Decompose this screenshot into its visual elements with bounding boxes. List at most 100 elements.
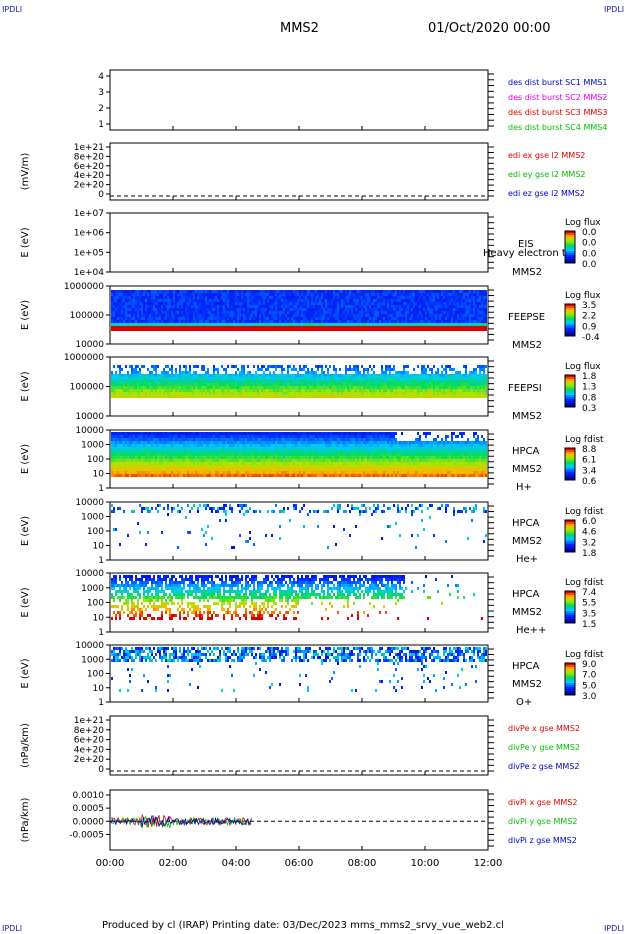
heat-cell — [207, 317, 209, 320]
heat-cell — [173, 474, 175, 477]
heat-cell — [329, 323, 331, 326]
heat-cell — [179, 320, 181, 323]
heat-cell — [467, 389, 469, 392]
heat-cell — [479, 383, 481, 386]
heat-cell — [455, 326, 457, 331]
heat-cell — [159, 450, 161, 453]
heat-cell — [311, 395, 313, 398]
heat-cell — [123, 308, 125, 311]
heat-cell — [211, 323, 213, 326]
heat-cell — [473, 290, 475, 293]
heat-cell — [121, 302, 123, 305]
heat-cell — [255, 380, 257, 383]
heat-cell — [471, 311, 473, 314]
heat-cell — [147, 432, 149, 435]
heat-cell — [281, 395, 283, 398]
heat-cell — [147, 435, 149, 438]
heat-cell — [229, 302, 231, 305]
heat-cell — [165, 320, 167, 323]
heat-cell — [235, 365, 237, 368]
heat-cell — [259, 308, 261, 311]
heat-cell — [273, 311, 275, 314]
heat-cell — [237, 290, 239, 293]
heat-cell — [409, 305, 411, 308]
heat-cell — [483, 323, 485, 326]
heat-cell — [295, 293, 297, 296]
heat-cell — [465, 320, 467, 323]
heat-cell — [481, 368, 483, 371]
heat-cell — [175, 326, 177, 331]
heat-cell — [169, 326, 171, 331]
heat-cell — [113, 435, 115, 438]
heat-cell — [413, 314, 415, 317]
heat-cell — [225, 305, 227, 308]
heat-cell — [167, 365, 169, 368]
heat-cell — [337, 311, 339, 314]
heat-cell — [371, 290, 373, 293]
heat-cell — [231, 305, 233, 308]
heat-cell — [239, 320, 241, 323]
heat-cell — [427, 383, 429, 386]
heat-cell — [323, 308, 325, 311]
heat-cell — [351, 314, 353, 317]
heat-cell — [431, 320, 433, 323]
heat-cell — [185, 323, 187, 326]
heat-cell — [323, 320, 325, 323]
heat-cell — [243, 308, 245, 311]
heat-cell — [275, 305, 277, 308]
heat-cell — [381, 305, 383, 308]
heat-cell — [167, 447, 169, 450]
heat-cell — [265, 296, 267, 299]
heat-cell — [441, 389, 443, 392]
heat-cell — [479, 317, 481, 320]
heat-cell — [479, 320, 481, 323]
heat-cell — [251, 380, 253, 383]
heat-cell — [391, 311, 393, 314]
heat-cell — [203, 320, 205, 323]
heat-cell — [181, 447, 183, 450]
heat-cell — [299, 290, 301, 293]
heat-cell — [135, 474, 137, 477]
heat-cell — [175, 320, 177, 323]
heat-cell — [415, 317, 417, 320]
heat-cell — [197, 290, 199, 293]
heat-cell — [189, 323, 191, 326]
heat-cell — [273, 374, 275, 377]
heat-cell — [477, 299, 479, 302]
heat-cell — [277, 326, 279, 331]
heat-cell — [319, 386, 321, 389]
heat-cell — [387, 308, 389, 311]
heat-cell — [413, 389, 415, 392]
heat-cell — [115, 314, 117, 317]
heat-cell — [455, 323, 457, 326]
heat-cell — [273, 395, 275, 398]
heat-cell — [129, 438, 131, 441]
heat-cell — [369, 308, 371, 311]
heat-cell — [143, 450, 145, 453]
heat-cell — [219, 326, 221, 331]
heat-cell — [119, 374, 121, 377]
heat-cell — [189, 320, 191, 323]
heat-cell — [117, 450, 119, 453]
heat-cell — [359, 302, 361, 305]
heat-cell — [189, 383, 191, 386]
heat-cell — [335, 392, 337, 395]
heat-cell — [221, 380, 223, 383]
heat-cell — [123, 299, 125, 302]
heat-cell — [131, 471, 133, 474]
heat-cell — [267, 365, 269, 368]
heat-cell — [177, 314, 179, 317]
heat-cell — [385, 293, 387, 296]
heat-cell — [263, 317, 265, 320]
heat-cell — [453, 296, 455, 299]
heat-cell — [479, 296, 481, 299]
heat-cell — [227, 311, 229, 314]
heat-cell — [255, 293, 257, 296]
heat-cell — [421, 380, 423, 383]
heat-cell — [121, 293, 123, 296]
heat-cell — [131, 296, 133, 299]
heat-cell — [361, 311, 363, 314]
heat-cell — [409, 296, 411, 299]
heat-cell — [391, 374, 393, 377]
heat-cell — [371, 302, 373, 305]
